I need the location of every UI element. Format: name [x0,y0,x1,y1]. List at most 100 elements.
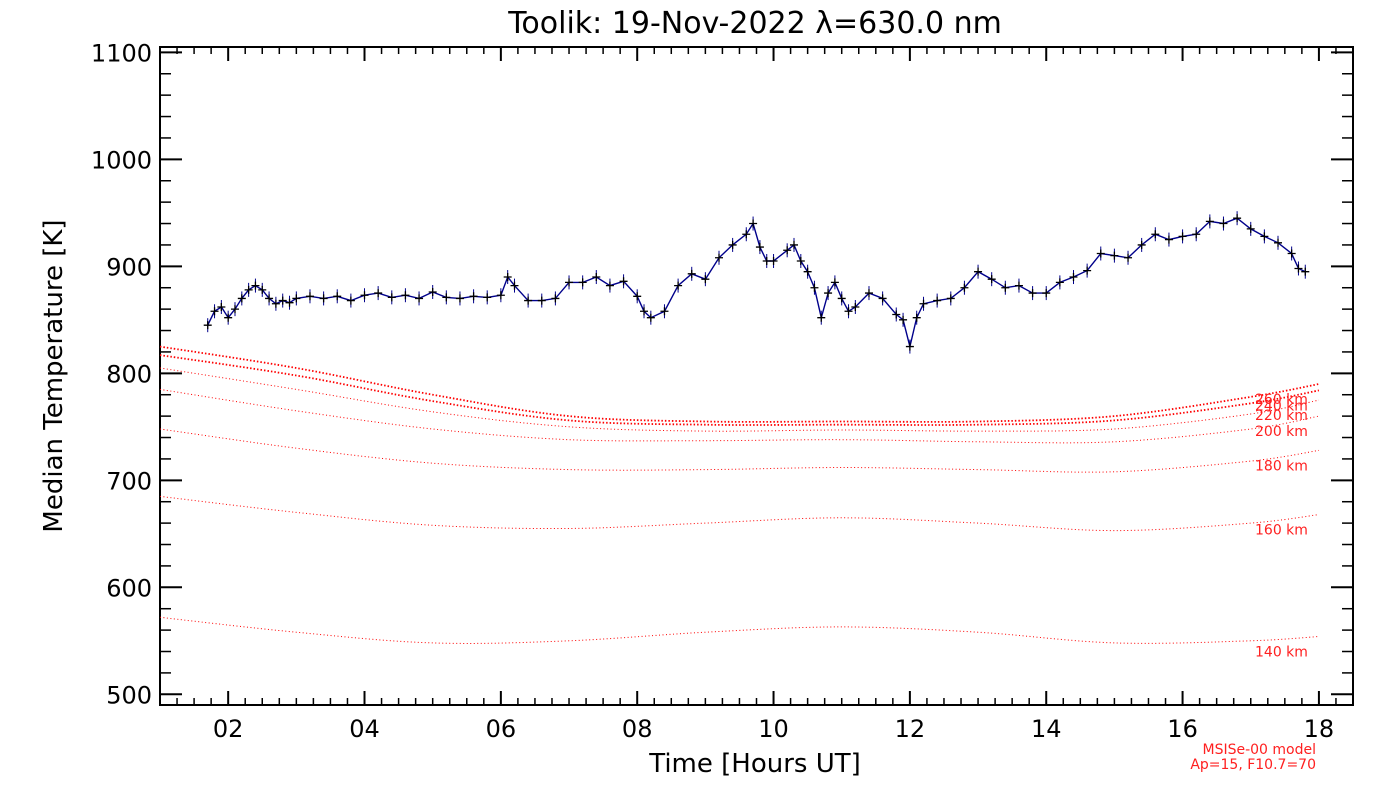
x-tick-label: 08 [622,715,653,743]
chart-title: Toolik: 19-Nov-2022 λ=630.0 nm [507,6,1002,41]
data-point [415,294,424,303]
data-point [605,281,614,290]
data-point [333,292,342,301]
data-point [762,256,771,265]
data-point [960,283,969,292]
data-point [1205,217,1214,226]
data-point [1096,249,1105,258]
model-line [159,495,1319,532]
data-point [783,246,792,255]
data-point [1274,238,1283,247]
data-point [319,294,328,303]
data-point [285,298,294,307]
x-tick-label: 14 [1031,715,1062,743]
y-tick-label: 500 [106,681,152,709]
data-point [830,278,839,287]
x-axis-label: Time [Hours UT] [648,749,861,779]
data-point [810,283,819,292]
data-point [537,296,546,305]
data-point [428,288,437,297]
model-line [159,354,1320,426]
altitude-label: 180 km [1255,458,1308,474]
data-point [660,307,669,316]
data-point [237,294,246,303]
data-point [1110,251,1119,260]
data-point [646,313,655,322]
data-point [892,310,901,319]
x-tick-label: 18 [1304,715,1335,743]
altitude-label: 200 km [1255,424,1308,440]
data-point [912,313,921,322]
data-point [592,273,601,282]
data-point [1178,232,1187,241]
data-point [360,291,369,300]
data-point [224,313,233,322]
axis-ticks: 02 04 06 08 10 12 14 16 18 500 600 700 800 900 1000 110… [91,39,1354,743]
data-point [824,289,833,298]
x-tick-label: 12 [895,715,926,743]
data-point [565,278,574,287]
y-tick-label: 900 [106,253,152,281]
data-point [1294,264,1303,273]
data-point [271,299,280,308]
y-tick-label: 600 [106,574,152,602]
data-point [1069,273,1078,282]
data-point [946,294,955,303]
data-point [769,256,778,265]
data-point [1246,224,1255,233]
data-point [265,294,274,303]
data-point [878,294,887,303]
data-point [401,291,410,300]
data-point [837,294,846,303]
model-lines [159,345,1320,644]
data-point [1287,249,1296,258]
data-point [278,296,287,305]
data-point [640,307,649,316]
data-point [701,275,710,284]
data-point [496,291,505,300]
model-line [159,616,1319,644]
data-point [974,267,983,276]
model-line [159,345,1320,423]
data-point [619,277,628,286]
data-point [633,292,642,301]
data-point [1301,267,1310,276]
data-point [442,293,451,302]
data-point [864,289,873,298]
model-line [159,428,1319,473]
data-point [715,253,724,262]
data-point [578,278,587,287]
data-point [483,293,492,302]
data-point [899,315,908,324]
x-tick-label: 02 [213,715,244,743]
data-point [305,292,314,301]
y-tick-label: 700 [106,467,152,495]
altitude-label: 260 km [1255,392,1308,408]
model-note-line-2: Ap=15, F10.7=70 [1190,757,1316,773]
data-point [1137,240,1146,249]
y-axis-label: Median Temperature [K] [39,219,69,532]
data-point [1219,219,1228,228]
data-point [755,243,764,252]
altitude-label: 140 km [1255,645,1308,661]
data-point [524,296,533,305]
data-point [742,230,751,239]
altitude-label: 160 km [1255,523,1308,539]
data-point [905,342,914,351]
data-point [674,281,683,290]
data-point [1014,281,1023,290]
data-point [803,267,812,276]
model-note-line-1: MSISe-00 model [1202,742,1316,758]
data-point [1028,289,1037,298]
data-point [510,281,519,290]
x-tick-label: 06 [486,715,517,743]
measured-series [203,211,1310,354]
data-point [292,294,301,303]
data-point [1042,289,1051,298]
data-point [346,296,355,305]
y-tick-label: 1100 [91,39,152,67]
data-point [244,285,253,294]
x-tick-label: 10 [758,715,789,743]
x-tick-label: 04 [349,715,380,743]
data-point [728,240,737,249]
